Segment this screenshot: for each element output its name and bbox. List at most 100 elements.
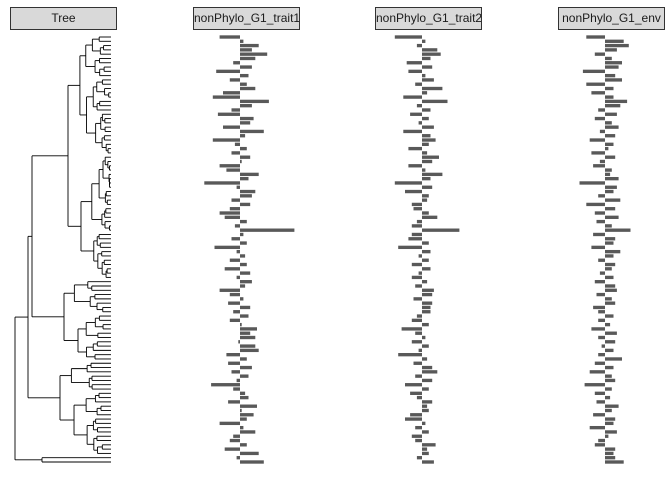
bar bbox=[422, 228, 460, 232]
bar bbox=[236, 185, 240, 189]
bar bbox=[212, 138, 240, 142]
bar bbox=[422, 280, 428, 284]
bar bbox=[219, 288, 240, 292]
bar bbox=[415, 374, 422, 378]
bar bbox=[211, 383, 240, 387]
bar bbox=[418, 121, 422, 125]
bar bbox=[422, 125, 434, 129]
bar bbox=[605, 288, 617, 292]
bar bbox=[231, 108, 240, 112]
bar bbox=[582, 69, 605, 74]
bar bbox=[605, 146, 609, 151]
bar bbox=[605, 297, 612, 301]
bar bbox=[422, 185, 433, 189]
bar bbox=[240, 86, 256, 91]
bar bbox=[422, 99, 448, 104]
bar bbox=[224, 215, 240, 219]
bar bbox=[240, 232, 244, 237]
bar bbox=[422, 211, 429, 215]
bar bbox=[605, 395, 611, 400]
bar bbox=[240, 408, 242, 413]
bar bbox=[408, 69, 422, 74]
bar bbox=[240, 404, 257, 408]
bar bbox=[605, 142, 614, 146]
bar bbox=[605, 421, 614, 426]
bar bbox=[591, 327, 605, 331]
bar bbox=[216, 69, 240, 74]
bar bbox=[605, 61, 622, 65]
bar bbox=[605, 275, 614, 280]
bar bbox=[240, 297, 244, 301]
bar bbox=[240, 241, 247, 245]
bar bbox=[240, 65, 252, 69]
bar-panels bbox=[204, 35, 631, 464]
bar bbox=[422, 400, 433, 404]
bar bbox=[228, 301, 240, 305]
bar bbox=[605, 99, 628, 104]
bar bbox=[422, 335, 426, 340]
bar bbox=[240, 348, 259, 353]
bar bbox=[422, 460, 434, 464]
bar bbox=[406, 61, 422, 65]
bar bbox=[422, 48, 438, 52]
bar bbox=[240, 430, 256, 434]
bar bbox=[240, 425, 244, 430]
bar bbox=[422, 344, 429, 348]
bar bbox=[219, 164, 240, 168]
bar bbox=[605, 39, 624, 43]
bar bbox=[229, 78, 240, 82]
bar bbox=[231, 151, 240, 155]
bar bbox=[422, 370, 438, 374]
bar bbox=[229, 258, 240, 262]
bar bbox=[605, 447, 616, 451]
bar bbox=[240, 365, 252, 370]
bar bbox=[598, 194, 605, 198]
bar bbox=[240, 134, 246, 138]
bar bbox=[416, 219, 422, 224]
bar bbox=[605, 65, 619, 69]
bar bbox=[422, 159, 433, 164]
bar bbox=[240, 391, 246, 395]
bar bbox=[411, 202, 422, 207]
bar bbox=[599, 129, 605, 134]
bar bbox=[224, 267, 240, 271]
bar bbox=[605, 284, 616, 288]
bar bbox=[605, 417, 616, 421]
bar bbox=[418, 348, 422, 353]
bar bbox=[605, 176, 619, 181]
bar bbox=[217, 112, 240, 116]
bar bbox=[240, 271, 251, 275]
bar bbox=[240, 284, 246, 288]
bar bbox=[231, 370, 240, 374]
bar bbox=[240, 52, 268, 56]
bar bbox=[422, 408, 429, 413]
bar bbox=[240, 327, 257, 331]
bar bbox=[231, 237, 240, 241]
bar bbox=[605, 451, 614, 456]
bar bbox=[403, 95, 422, 99]
bar bbox=[240, 146, 247, 151]
bar bbox=[240, 202, 251, 207]
bar bbox=[422, 430, 429, 434]
bar bbox=[586, 35, 605, 39]
bar bbox=[422, 310, 431, 314]
bar bbox=[596, 400, 605, 404]
bar bbox=[605, 224, 612, 228]
bar bbox=[415, 284, 422, 288]
bar bbox=[240, 129, 264, 134]
bar bbox=[415, 438, 422, 443]
bar bbox=[416, 314, 422, 318]
bar bbox=[605, 340, 616, 344]
bar bbox=[416, 104, 422, 108]
bar bbox=[394, 181, 422, 185]
bar bbox=[240, 280, 252, 284]
bar bbox=[411, 434, 422, 438]
bar bbox=[416, 456, 422, 460]
bar bbox=[599, 271, 605, 275]
bar bbox=[422, 172, 443, 177]
bar bbox=[605, 86, 614, 91]
bar bbox=[422, 78, 434, 82]
bar bbox=[605, 249, 621, 254]
bar bbox=[411, 224, 422, 228]
phylogeny-tree bbox=[14, 36, 111, 463]
